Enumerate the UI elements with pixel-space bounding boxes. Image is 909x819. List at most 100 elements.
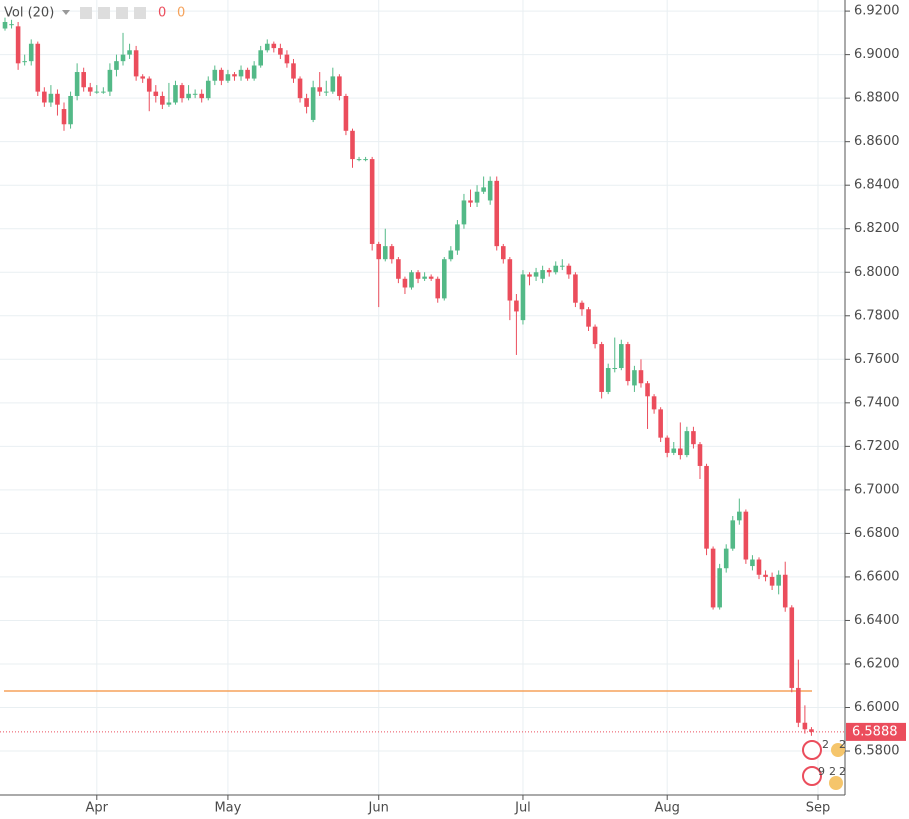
candle-body [500, 246, 506, 260]
y-tick-label: 6.5800 [854, 744, 900, 759]
candle-body [592, 326, 598, 345]
candle-body [730, 520, 736, 549]
candle-body [212, 69, 218, 81]
candle-body [448, 250, 454, 260]
candle-body [560, 265, 565, 267]
x-tick-label: Jul [514, 801, 531, 816]
candle-body [278, 48, 283, 55]
candle-body [186, 93, 191, 99]
candle-body [625, 344, 631, 382]
candle-body [9, 24, 14, 26]
legend-label: Vol (20) [4, 6, 54, 21]
candle-body [743, 511, 749, 560]
candle-body [94, 91, 100, 93]
candle-body [153, 91, 159, 96]
candle-body [87, 87, 93, 92]
event-label: 2 [839, 765, 846, 778]
candle-body [658, 409, 663, 438]
event-icon [831, 743, 845, 757]
candle-body [704, 465, 709, 549]
candle-body [297, 78, 303, 99]
y-tick-label: 6.6400 [854, 613, 900, 628]
y-tick-label: 6.7400 [854, 395, 900, 410]
candle-body [48, 93, 54, 103]
candle-body [553, 265, 559, 273]
legend-icon [80, 7, 92, 19]
y-tick-label: 6.7800 [854, 308, 900, 323]
candle-body [389, 246, 395, 260]
candle-body [323, 91, 329, 93]
candle-body [107, 69, 113, 92]
candle-body [573, 274, 578, 303]
y-tick-label: 6.6200 [854, 656, 900, 671]
candle-body [173, 85, 178, 103]
y-tick-label: 6.9200 [854, 4, 900, 19]
candle-body [382, 246, 388, 260]
y-tick-label: 6.8000 [854, 265, 900, 280]
candle-body [796, 687, 801, 723]
candle-body [225, 74, 231, 81]
candle-body [140, 76, 145, 79]
candle-body [612, 368, 618, 370]
candle-body [68, 95, 73, 125]
candle-body [507, 259, 513, 301]
candle-body [691, 431, 696, 445]
candle-body [402, 278, 408, 288]
x-tick-label: Sep [806, 801, 831, 816]
candle-body [697, 444, 703, 466]
candle-body [81, 72, 86, 88]
candle-body [619, 344, 624, 369]
candle-body [684, 431, 690, 456]
candle-body [35, 43, 41, 92]
candle-body [802, 722, 808, 730]
candle-body [763, 574, 768, 577]
candle-body [192, 93, 198, 95]
candle-body [179, 85, 185, 99]
candle-body [540, 270, 545, 279]
candles [2, 17, 814, 736]
last-price-box [846, 722, 906, 741]
candle-body [219, 69, 224, 81]
candle-body [441, 259, 447, 299]
candle-body [776, 574, 781, 586]
legend-arrow [62, 10, 70, 15]
candle-body [166, 102, 172, 105]
candle-body [291, 63, 296, 79]
candle-body [238, 69, 244, 77]
candle-body [369, 159, 375, 244]
candle-body [487, 180, 493, 201]
candle-body [638, 370, 644, 384]
candle-body [396, 259, 401, 279]
candle-body [664, 437, 670, 453]
candle-body [468, 200, 473, 203]
y-tick-label: 6.7200 [854, 439, 900, 454]
legend-value: 0 [177, 6, 185, 21]
event-icon [802, 766, 822, 786]
y-tick-label: 6.7600 [854, 352, 900, 367]
event-icon [829, 776, 843, 790]
candle-body [133, 50, 139, 77]
candle-body [422, 276, 427, 279]
candle-body [317, 87, 323, 92]
candle-body [527, 274, 532, 277]
x-tick-label: May [214, 801, 241, 816]
candle-body [710, 548, 716, 608]
candle-body [599, 344, 604, 392]
candle-body [737, 511, 742, 521]
candle-body [264, 43, 270, 51]
candle-body [723, 548, 729, 569]
event-label: 2 [822, 738, 829, 751]
y-tick-label: 6.6600 [854, 569, 900, 584]
candle-body [232, 74, 237, 77]
candle-body [756, 559, 762, 575]
candle-body [645, 383, 650, 397]
y-tick-label: 6.9000 [854, 47, 900, 62]
candle-body [55, 93, 60, 105]
x-tick-label: Aug [655, 801, 680, 816]
candle-body [494, 180, 500, 247]
candle-body [363, 159, 368, 161]
candle-body [356, 159, 362, 161]
candle-body [61, 109, 67, 125]
